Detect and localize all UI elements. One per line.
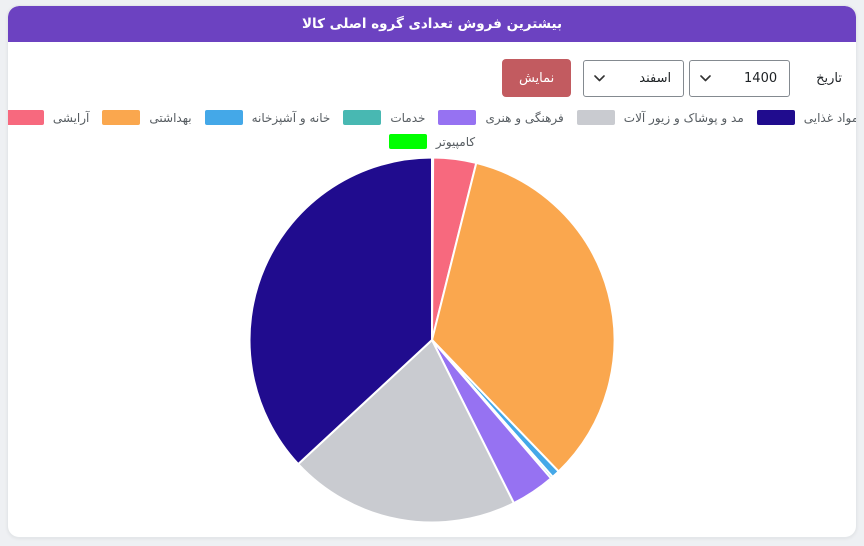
legend-item[interactable]: مواد غذایی (756, 110, 857, 125)
legend-label: مواد غذایی (803, 110, 857, 125)
chart-legend: آرایشی بهداشتی خانه و آشپزخانه خدمات فرهنگی … (8, 110, 856, 149)
legend-swatch (343, 110, 382, 125)
chevron-down-icon (594, 74, 605, 81)
page-title: بیشترین فروش تعدادی گروه اصلی کالا (301, 16, 563, 32)
pie-slice-0[interactable] (248, 156, 433, 466)
legend-swatch (576, 110, 615, 125)
legend-row: آرایشی بهداشتی خانه و آشپزخانه خدمات فرهنگی … (8, 110, 856, 125)
year-select[interactable]: 1400 (689, 59, 791, 97)
month-select[interactable]: اسفند (583, 59, 685, 97)
pie-chart (8, 154, 856, 526)
month-select-value: اسفند (639, 70, 672, 86)
chart-card: بیشترین فروش تعدادی گروه اصلی کالا تاریخ… (7, 5, 857, 538)
date-label: تاریخ (816, 70, 842, 86)
legend-label: کامپیوتر (435, 134, 476, 149)
legend-swatch (388, 134, 427, 149)
legend-item[interactable]: خدمات (343, 110, 425, 125)
pie-slice-1[interactable] (297, 339, 515, 524)
pie-slice-5[interactable] (431, 161, 616, 473)
legend-item[interactable]: خانه و آشپزخانه (204, 110, 331, 125)
legend-item[interactable]: فرهنگی و هنری (438, 110, 564, 125)
legend-swatch (756, 110, 795, 125)
show-button[interactable]: نمایش (502, 59, 572, 97)
legend-row: کامپیوتر (8, 134, 856, 149)
legend-label: فرهنگی و هنری (485, 110, 564, 125)
legend-label: خدمات (390, 110, 426, 125)
legend-swatch (438, 110, 477, 125)
legend-label: آرایشی (52, 110, 90, 125)
legend-item[interactable]: آرایشی (8, 110, 90, 125)
legend-label: بهداشتی (149, 110, 192, 125)
legend-item[interactable]: مد و پوشاک و زیور آلات (576, 110, 744, 125)
year-select-value: 1400 (744, 70, 778, 86)
card-header: بیشترین فروش تعدادی گروه اصلی کالا (8, 6, 856, 42)
legend-swatch (102, 110, 141, 125)
legend-swatch (204, 110, 243, 125)
legend-swatch (8, 110, 44, 125)
legend-item[interactable]: بهداشتی (102, 110, 192, 125)
legend-item[interactable]: کامپیوتر (388, 134, 476, 149)
legend-label: خانه و آشپزخانه (251, 110, 331, 125)
chevron-down-icon (700, 74, 711, 81)
date-controls: تاریخ 1400 اسفند نمایش (8, 59, 856, 97)
legend-label: مد و پوشاک و زیور آلات (623, 110, 744, 125)
